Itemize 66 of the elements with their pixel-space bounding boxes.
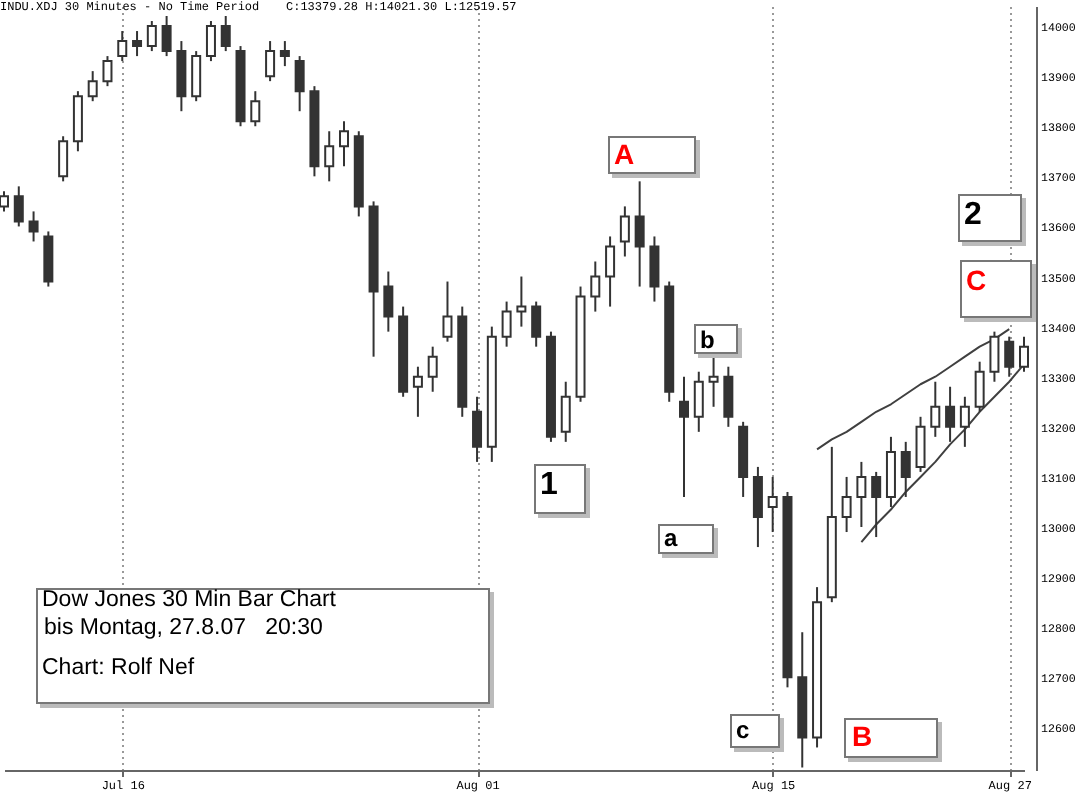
annotation: a — [664, 524, 678, 552]
candlestick — [1019, 335, 1029, 373]
annotation: Chart: Rolf Nef — [42, 656, 195, 681]
candlestick — [427, 345, 438, 393]
candlestick — [871, 470, 882, 539]
candlestick — [176, 40, 187, 113]
candlestick — [324, 130, 335, 183]
candlestick — [472, 395, 483, 463]
candlestick — [28, 210, 39, 243]
candlestick — [841, 475, 852, 534]
candlestick — [634, 180, 645, 288]
candlestick — [87, 70, 98, 103]
annotation: b — [700, 326, 715, 354]
candlestick — [146, 20, 157, 53]
candlestick — [900, 440, 911, 498]
annotation: bis Montag, 27.8.07 20:30 — [44, 616, 323, 641]
candlestick — [619, 205, 630, 258]
line-series — [816, 328, 1011, 451]
candlestick — [72, 90, 83, 153]
annotation: 2 — [964, 198, 982, 232]
candlestick — [294, 55, 305, 113]
candlestick — [265, 40, 276, 83]
candlestick — [945, 385, 956, 443]
candlestick — [856, 460, 867, 529]
annotation: 1 — [540, 468, 558, 502]
candlestick — [516, 275, 527, 328]
annotation: A — [614, 138, 635, 170]
candlestick — [930, 380, 941, 438]
candlestick — [885, 435, 896, 508]
candlestick — [959, 395, 970, 448]
candlestick — [1004, 335, 1015, 378]
candlestick — [693, 370, 704, 433]
candlestick — [339, 120, 349, 168]
annotation: c — [736, 716, 750, 744]
candlestick — [649, 235, 660, 303]
candlestick — [531, 300, 542, 348]
candlestick — [117, 30, 128, 63]
annotation: C — [966, 264, 987, 296]
candlestick — [752, 465, 763, 549]
candlestick — [915, 415, 926, 473]
candlestick — [974, 360, 985, 413]
candlestick — [43, 230, 54, 288]
candlestick — [191, 50, 202, 103]
candlestick — [767, 475, 778, 534]
candlestick — [102, 55, 113, 88]
candlestick — [205, 20, 216, 63]
annotation: Dow Jones 30 Min Bar Chart — [42, 588, 337, 613]
candlestick — [161, 15, 172, 58]
candlestick — [58, 135, 69, 183]
candlestick — [605, 235, 616, 308]
annotation: B — [852, 720, 873, 752]
candlestick — [989, 330, 1000, 383]
candlestick — [501, 300, 512, 348]
candlestick — [132, 30, 143, 58]
candlestick — [708, 355, 719, 408]
candlestick — [279, 40, 290, 68]
candlestick — [679, 375, 689, 498]
candlestick — [383, 270, 394, 333]
candlestick — [590, 260, 601, 313]
candlestick — [220, 15, 231, 53]
candlestick — [13, 185, 24, 228]
candlestick — [723, 365, 734, 428]
candlestick — [442, 280, 453, 343]
candlestick — [412, 365, 423, 418]
candlestick — [250, 90, 261, 128]
candlestick — [560, 380, 571, 443]
